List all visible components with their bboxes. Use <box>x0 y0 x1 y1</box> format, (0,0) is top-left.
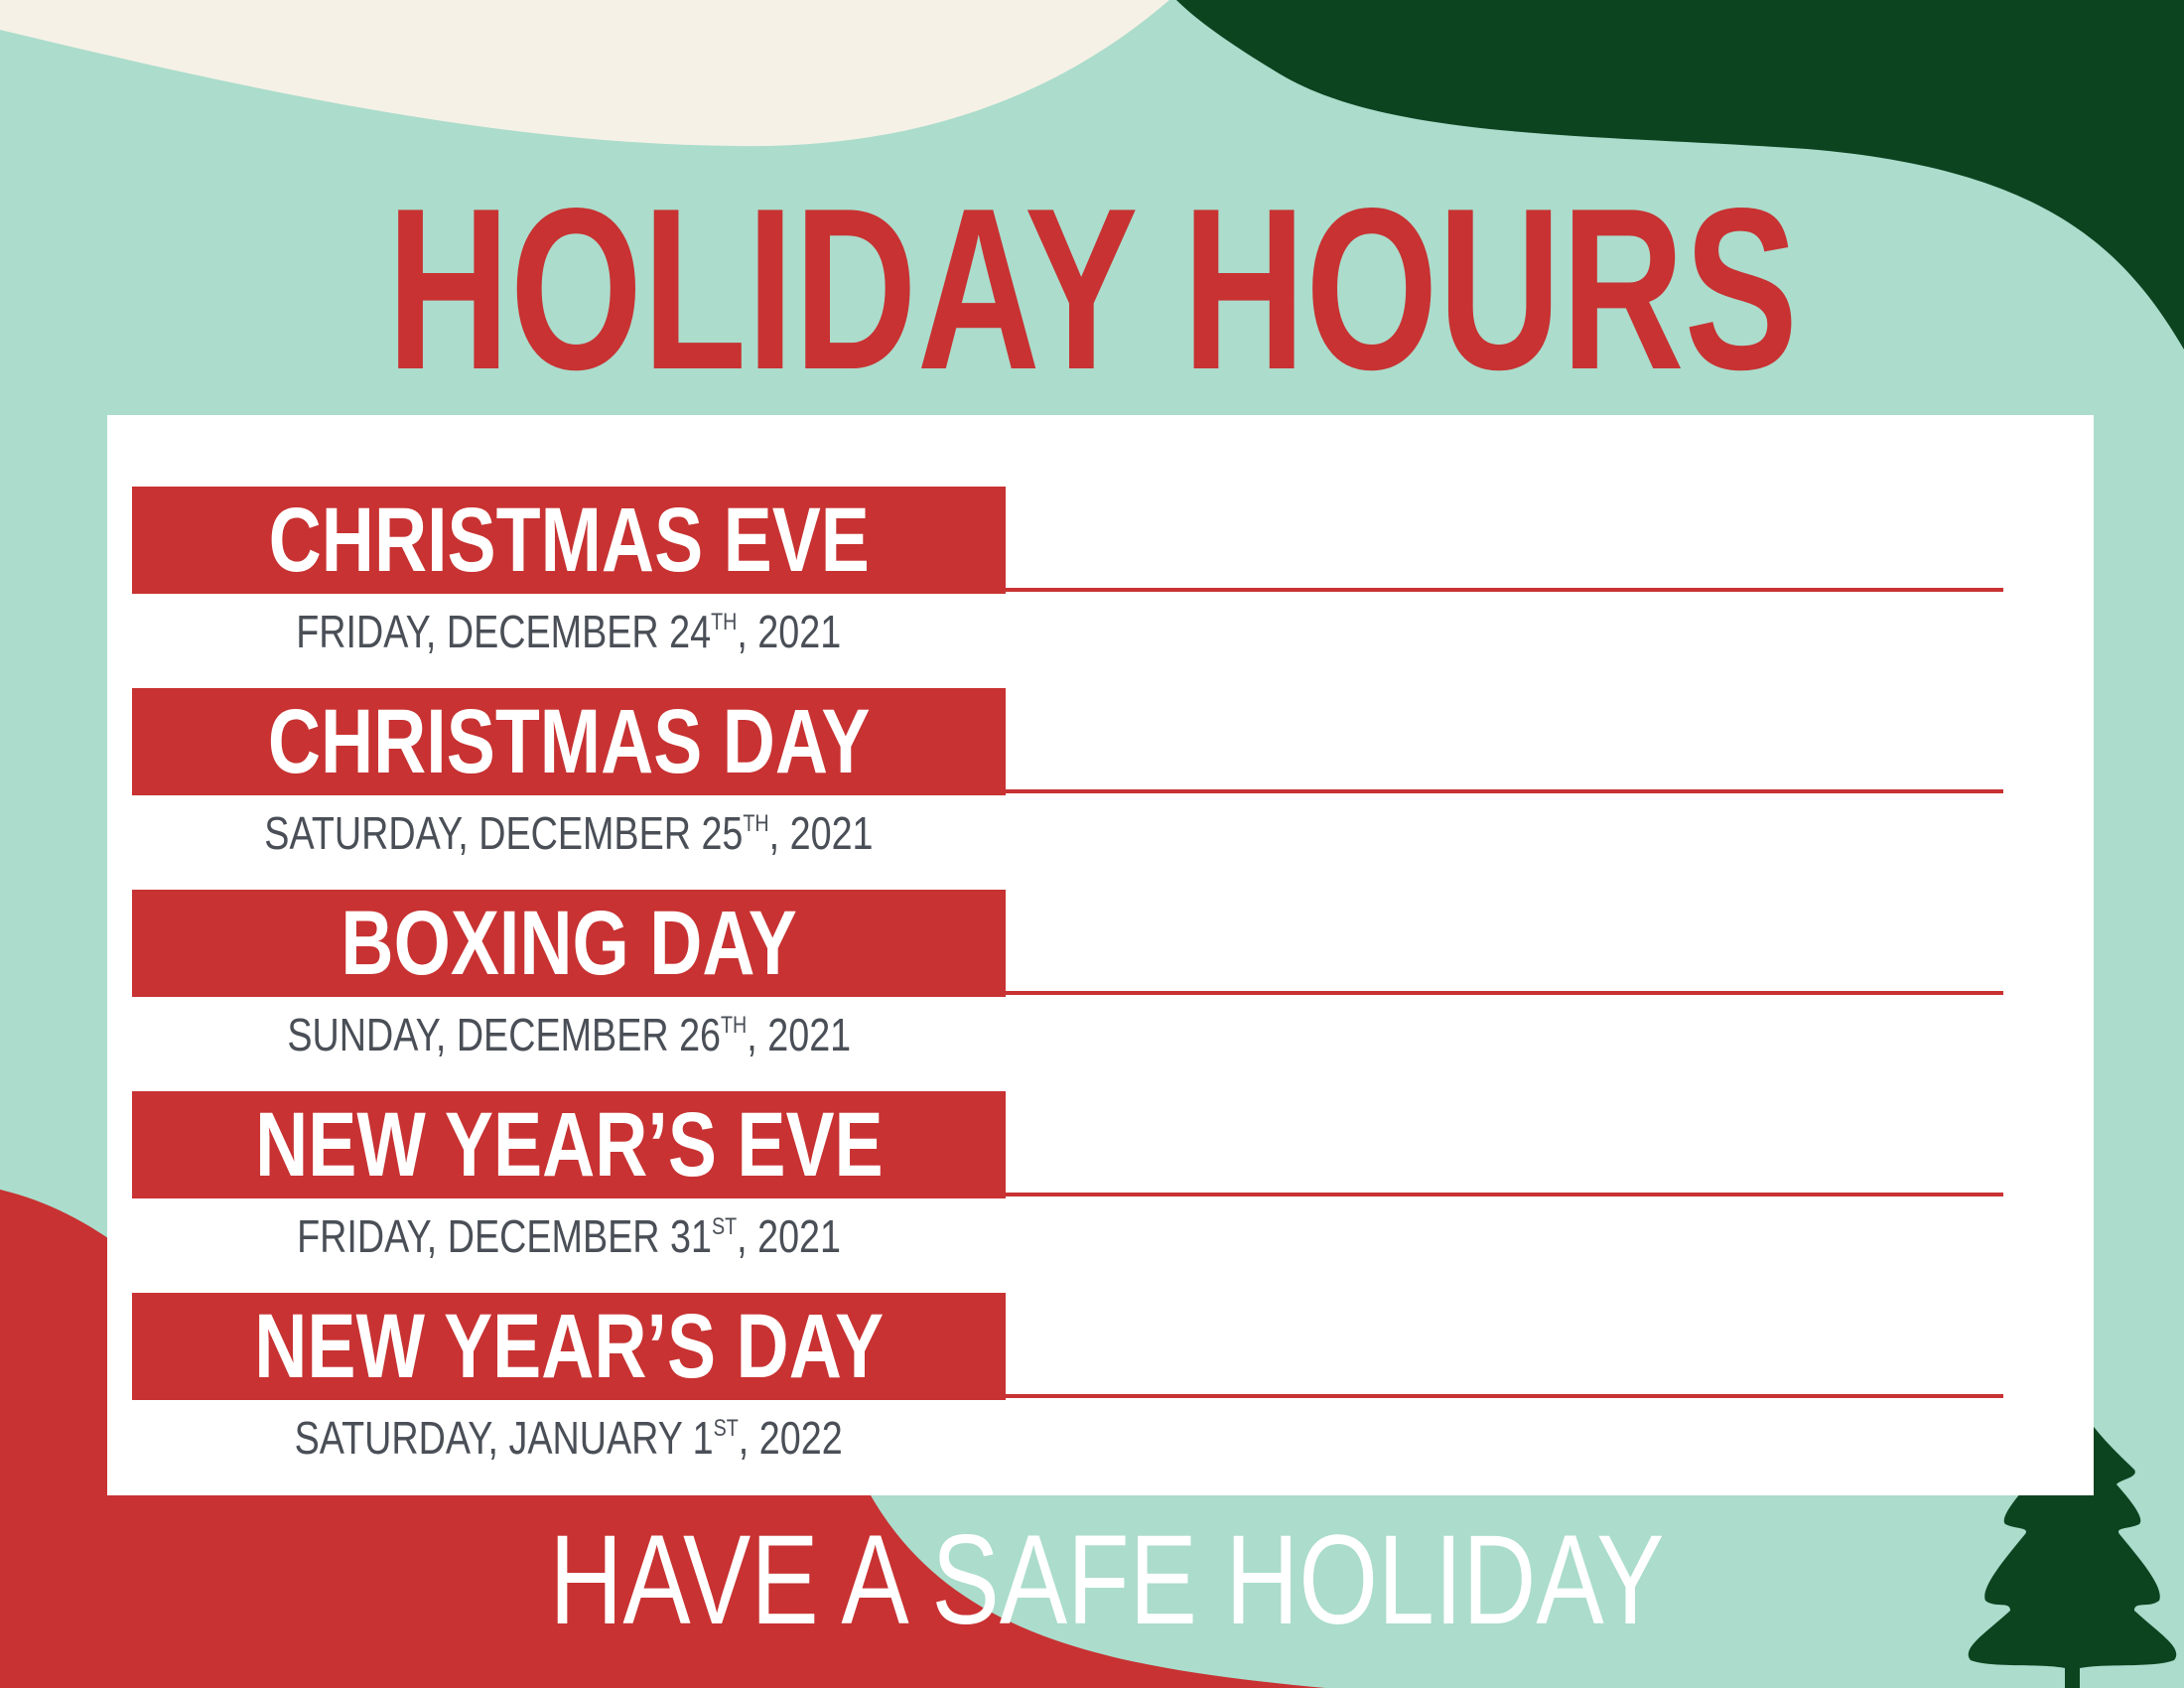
date-text: SATURDAY, DECEMBER 25 <box>264 807 744 859</box>
date-text: SATURDAY, JANUARY 1 <box>294 1412 715 1464</box>
date-suffix: ST <box>714 1415 740 1442</box>
holiday-row: NEW YEAR’S DAY SATURDAY, JANUARY 1ST, 20… <box>132 1293 2003 1472</box>
holiday-name: BOXING DAY <box>341 893 797 994</box>
date-suffix: TH <box>743 810 769 837</box>
date-year: , 2021 <box>737 606 842 657</box>
page-title: HOLIDAY HOURS <box>0 175 2184 405</box>
hours-line <box>1006 789 2003 793</box>
dark-green-shape <box>1176 0 2184 350</box>
hours-line <box>1006 1394 2003 1398</box>
holiday-name-banner: NEW YEAR’S DAY <box>132 1293 1006 1400</box>
holiday-date: SATURDAY, DECEMBER 25TH, 2021 <box>132 805 1006 861</box>
holiday-date: SATURDAY, JANUARY 1ST, 2022 <box>132 1410 1006 1466</box>
holiday-name-banner: CHRISTMAS DAY <box>132 688 1006 795</box>
hours-line <box>1006 991 2003 995</box>
footer-text: HAVE A SAFE HOLIDAY <box>549 1509 1665 1651</box>
holiday-name: NEW YEAR’S EVE <box>254 1094 884 1196</box>
footer-message: HAVE A SAFE HOLIDAY <box>0 1517 2184 1644</box>
date-text: FRIDAY, DECEMBER 31 <box>297 1210 712 1262</box>
hours-line <box>1006 1193 2003 1196</box>
holiday-name-banner: CHRISTMAS EVE <box>132 487 1006 594</box>
date-year: , 2022 <box>739 1412 844 1464</box>
date-suffix: ST <box>711 1213 738 1240</box>
holiday-row: BOXING DAY SUNDAY, DECEMBER 26TH, 2021 <box>132 890 2003 1068</box>
date-text: FRIDAY, DECEMBER 24 <box>296 606 712 657</box>
holiday-name: NEW YEAR’S DAY <box>254 1296 884 1397</box>
date-year: , 2021 <box>768 807 874 859</box>
holiday-date: SUNDAY, DECEMBER 26TH, 2021 <box>132 1007 1006 1062</box>
holiday-name: CHRISTMAS EVE <box>268 490 870 591</box>
hours-line <box>1006 588 2003 592</box>
holiday-date: FRIDAY, DECEMBER 31ST, 2021 <box>132 1208 1006 1264</box>
holiday-row: NEW YEAR’S EVE FRIDAY, DECEMBER 31ST, 20… <box>132 1091 2003 1270</box>
holiday-name-banner: BOXING DAY <box>132 890 1006 997</box>
holiday-row: CHRISTMAS EVE FRIDAY, DECEMBER 24TH, 202… <box>132 487 2003 665</box>
holiday-name: CHRISTMAS DAY <box>267 691 871 792</box>
date-text: SUNDAY, DECEMBER 26 <box>287 1009 721 1060</box>
date-year: , 2021 <box>747 1009 851 1060</box>
hours-panel: CHRISTMAS EVE FRIDAY, DECEMBER 24TH, 202… <box>107 415 2094 1495</box>
title-text: HOLIDAY HOURS <box>386 161 1798 418</box>
cream-shape <box>0 0 1169 147</box>
date-year: , 2021 <box>737 1210 841 1262</box>
date-suffix: TH <box>711 609 738 635</box>
date-suffix: TH <box>720 1012 748 1039</box>
red-shape <box>0 1190 1325 1688</box>
holiday-row: CHRISTMAS DAY SATURDAY, DECEMBER 25TH, 2… <box>132 688 2003 867</box>
holiday-date: FRIDAY, DECEMBER 24TH, 2021 <box>132 604 1006 659</box>
holiday-name-banner: NEW YEAR’S EVE <box>132 1091 1006 1198</box>
